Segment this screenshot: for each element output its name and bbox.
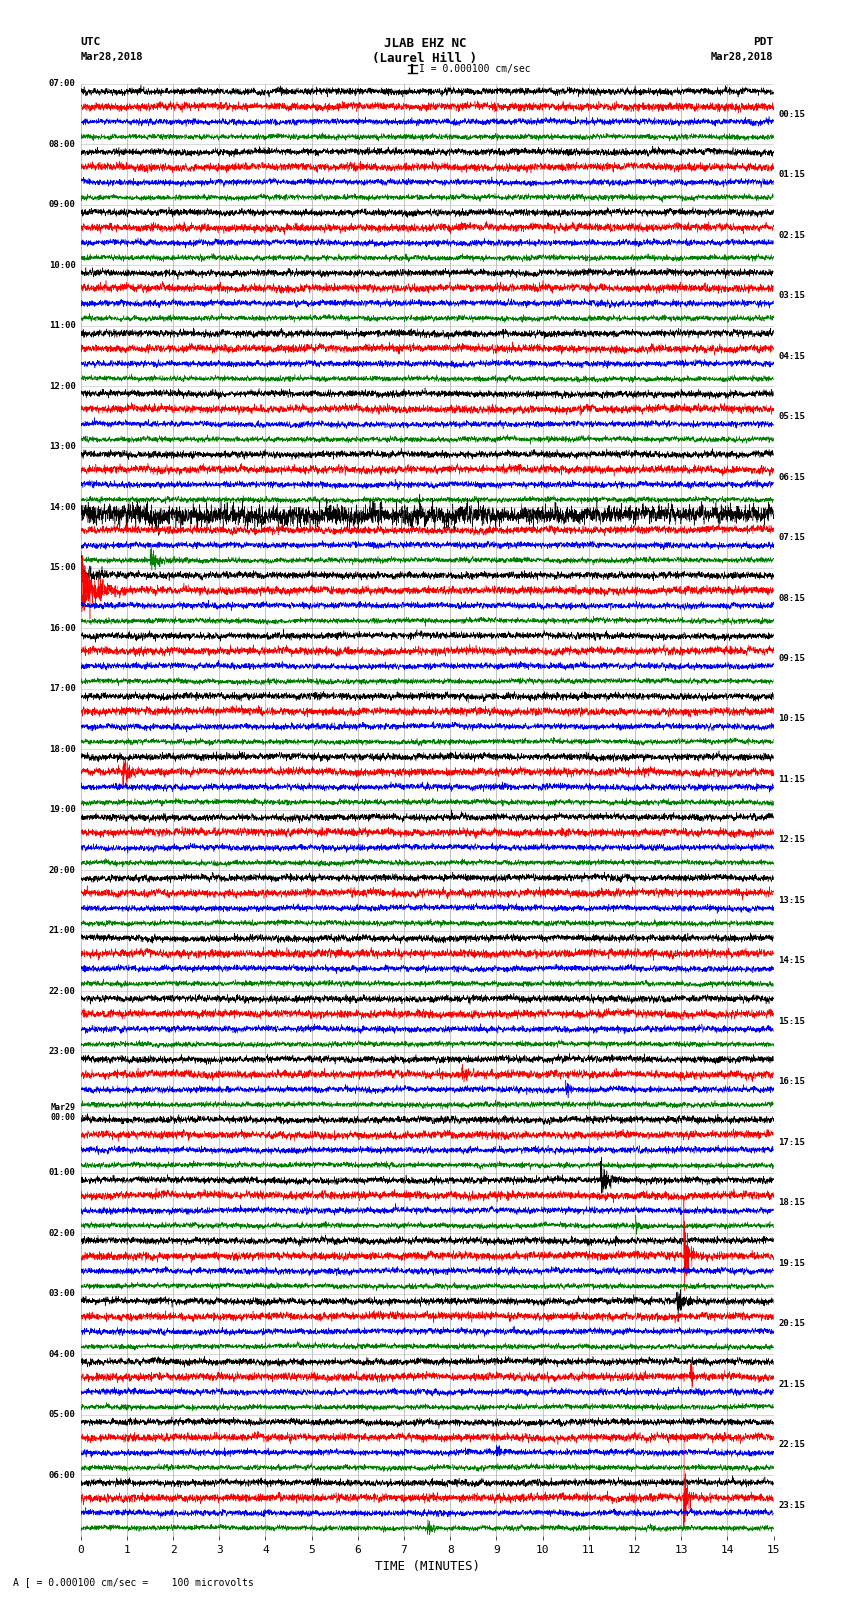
Text: 22:00: 22:00 xyxy=(48,987,76,995)
Text: Mar28,2018: Mar28,2018 xyxy=(81,52,144,61)
Text: 14:00: 14:00 xyxy=(48,503,76,511)
Text: 08:15: 08:15 xyxy=(779,594,806,603)
Text: 20:00: 20:00 xyxy=(48,866,76,874)
Text: 23:15: 23:15 xyxy=(779,1500,806,1510)
Text: JLAB EHZ NC: JLAB EHZ NC xyxy=(383,37,467,50)
Text: 15:15: 15:15 xyxy=(779,1016,806,1026)
Text: 04:15: 04:15 xyxy=(779,352,806,361)
Text: 13:15: 13:15 xyxy=(779,895,806,905)
Text: I = 0.000100 cm/sec: I = 0.000100 cm/sec xyxy=(419,63,530,74)
Text: 04:00: 04:00 xyxy=(48,1350,76,1358)
Text: 13:00: 13:00 xyxy=(48,442,76,452)
Text: 21:15: 21:15 xyxy=(779,1379,806,1389)
Text: 06:15: 06:15 xyxy=(779,473,806,482)
Text: 12:00: 12:00 xyxy=(48,382,76,390)
Text: 10:15: 10:15 xyxy=(779,715,806,724)
Text: 09:15: 09:15 xyxy=(779,653,806,663)
Text: 15:00: 15:00 xyxy=(48,563,76,573)
Text: 19:00: 19:00 xyxy=(48,805,76,815)
Text: 03:00: 03:00 xyxy=(48,1289,76,1298)
Text: 05:15: 05:15 xyxy=(779,411,806,421)
Text: 09:00: 09:00 xyxy=(48,200,76,210)
Text: 07:00: 07:00 xyxy=(48,79,76,89)
Text: 10:00: 10:00 xyxy=(48,261,76,269)
Text: 20:15: 20:15 xyxy=(779,1319,806,1329)
Text: 00:15: 00:15 xyxy=(779,110,806,119)
Text: 16:00: 16:00 xyxy=(48,624,76,632)
Text: 16:15: 16:15 xyxy=(779,1077,806,1087)
Text: 11:00: 11:00 xyxy=(48,321,76,331)
Text: Mar28,2018: Mar28,2018 xyxy=(711,52,774,61)
Text: Mar29: Mar29 xyxy=(51,1103,76,1111)
Text: 08:00: 08:00 xyxy=(48,140,76,148)
Text: A [ = 0.000100 cm/sec =    100 microvolts: A [ = 0.000100 cm/sec = 100 microvolts xyxy=(13,1578,253,1587)
Text: PDT: PDT xyxy=(753,37,774,47)
Text: 02:00: 02:00 xyxy=(48,1229,76,1237)
Text: 19:15: 19:15 xyxy=(779,1258,806,1268)
Text: 17:15: 17:15 xyxy=(779,1137,806,1147)
Text: 07:15: 07:15 xyxy=(779,532,806,542)
Text: (Laurel Hill ): (Laurel Hill ) xyxy=(372,52,478,65)
Text: 18:00: 18:00 xyxy=(48,745,76,753)
Text: 17:00: 17:00 xyxy=(48,684,76,694)
Text: 22:15: 22:15 xyxy=(779,1440,806,1450)
Text: 01:00: 01:00 xyxy=(48,1168,76,1177)
Text: 23:00: 23:00 xyxy=(48,1047,76,1057)
Text: 11:15: 11:15 xyxy=(779,774,806,784)
X-axis label: TIME (MINUTES): TIME (MINUTES) xyxy=(375,1560,479,1573)
Text: 02:15: 02:15 xyxy=(779,231,806,240)
Text: 06:00: 06:00 xyxy=(48,1471,76,1479)
Text: 01:15: 01:15 xyxy=(779,169,806,179)
Text: 14:15: 14:15 xyxy=(779,957,806,966)
Text: UTC: UTC xyxy=(81,37,101,47)
Text: 00:00: 00:00 xyxy=(51,1113,76,1121)
Text: 12:15: 12:15 xyxy=(779,836,806,845)
Text: 18:15: 18:15 xyxy=(779,1198,806,1208)
Text: 03:15: 03:15 xyxy=(779,290,806,300)
Text: 05:00: 05:00 xyxy=(48,1410,76,1419)
Text: 21:00: 21:00 xyxy=(48,926,76,936)
